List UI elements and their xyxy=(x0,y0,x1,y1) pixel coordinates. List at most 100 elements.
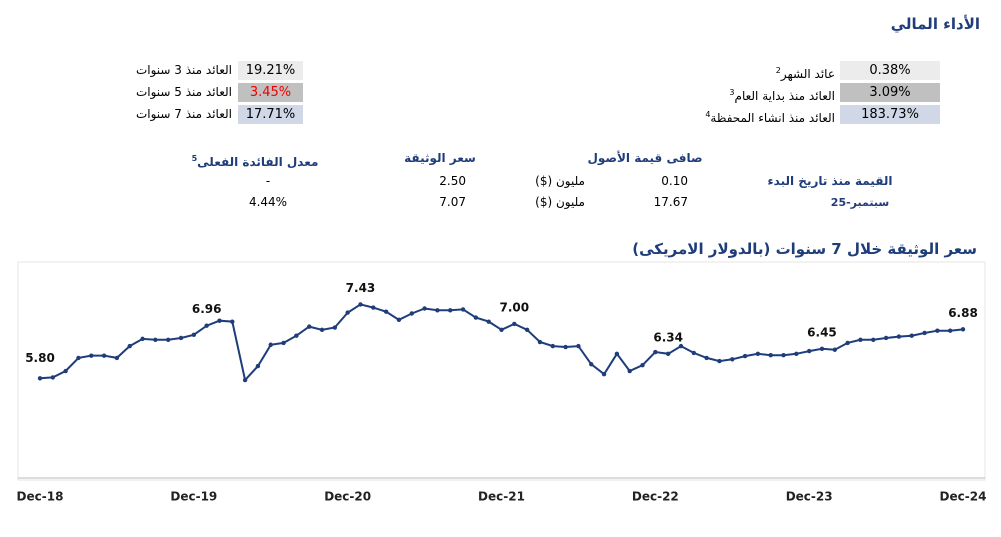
data-label: 6.96 xyxy=(192,302,222,316)
label: معدل الفائدة الفعلى xyxy=(197,155,319,169)
data-point xyxy=(307,324,312,329)
data-point xyxy=(755,351,761,357)
data-point xyxy=(499,327,504,333)
return-value: 0.38% xyxy=(840,61,940,80)
data-point xyxy=(858,337,863,342)
data-point xyxy=(217,318,222,323)
data-point xyxy=(153,337,158,342)
data-point xyxy=(383,309,389,314)
data-point xyxy=(717,358,722,364)
row-label: سبتمبر-25 xyxy=(830,196,890,209)
return-label: العائد منذ 3 سنوات xyxy=(135,63,232,77)
data-point xyxy=(371,305,376,310)
data-point xyxy=(165,337,171,342)
x-tick-label: Dec-21 xyxy=(478,490,525,504)
data-point xyxy=(255,363,261,369)
return-value: 17.71% xyxy=(238,105,303,124)
data-point xyxy=(460,307,466,312)
x-tick-label: Dec-23 xyxy=(786,490,833,504)
data-point xyxy=(101,353,107,358)
data-point xyxy=(730,357,735,362)
data-point xyxy=(294,333,299,338)
label: عائد الشهر xyxy=(780,67,835,81)
column-header: معدل الفائدة الفعلى5 xyxy=(192,149,319,172)
data-point xyxy=(665,351,671,357)
data-point xyxy=(871,337,876,342)
nav-unit: مليون ($) xyxy=(535,195,585,209)
return-label: عائد الشهر2 xyxy=(776,61,835,84)
data-point xyxy=(678,343,684,349)
footnote: 2 xyxy=(775,66,781,75)
x-tick-label: Dec-19 xyxy=(170,490,217,504)
data-point xyxy=(230,319,235,324)
data-point xyxy=(845,340,850,346)
return-label: العائد منذ 7 سنوات xyxy=(135,107,232,121)
data-point xyxy=(640,362,645,368)
data-point xyxy=(281,340,286,346)
data-point xyxy=(883,335,889,341)
data-point xyxy=(832,347,838,352)
data-point xyxy=(742,353,748,359)
section-title: الأداء المالي xyxy=(890,15,980,33)
data-point xyxy=(627,368,632,374)
data-point xyxy=(537,339,543,345)
data-point xyxy=(422,306,427,311)
data-point xyxy=(691,350,696,356)
data-point xyxy=(896,334,902,339)
data-point xyxy=(396,317,402,323)
data-point xyxy=(704,355,709,361)
chart-title: سعر الوثيقة خلال 7 سنوات (بالدولار الامر… xyxy=(632,240,977,258)
data-point xyxy=(332,325,338,330)
data-point xyxy=(601,372,607,377)
data-point xyxy=(114,355,120,361)
return-value: 183.73% xyxy=(840,105,940,124)
return-label: العائد منذ بداية العام3 xyxy=(729,83,835,106)
return-label: العائد منذ انشاء المحفظة4 xyxy=(705,105,835,128)
data-point xyxy=(563,344,568,350)
data-point xyxy=(345,310,350,315)
return-value: 3.09% xyxy=(840,83,940,102)
x-tick-label: Dec-18 xyxy=(17,490,64,504)
data-label: 6.88 xyxy=(948,306,978,320)
data-point xyxy=(204,323,209,328)
data-point xyxy=(63,368,68,374)
data-label: 7.00 xyxy=(500,300,530,314)
plot-frame xyxy=(17,261,986,481)
data-point xyxy=(358,302,363,307)
data-point xyxy=(550,343,555,349)
footnote: 5 xyxy=(191,154,198,163)
column-header: سعر الوثيقة xyxy=(404,151,476,165)
return-label: العائد منذ 5 سنوات xyxy=(135,85,232,99)
x-tick-label: Dec-24 xyxy=(940,490,987,504)
data-point xyxy=(486,319,491,324)
data-point xyxy=(319,327,325,333)
data-point xyxy=(589,362,594,367)
data-point xyxy=(242,377,248,383)
x-tick-label: Dec-22 xyxy=(632,490,679,504)
data-point xyxy=(653,349,658,355)
data-point xyxy=(960,327,966,332)
data-point xyxy=(178,335,184,341)
price-value: 2.50 xyxy=(439,174,466,188)
data-point xyxy=(947,328,953,333)
data-point xyxy=(37,376,43,381)
data-point xyxy=(140,336,145,342)
footnote: 4 xyxy=(705,110,711,119)
price-value: 7.07 xyxy=(439,195,466,209)
return-value: 19.21% xyxy=(238,61,303,80)
data-point xyxy=(191,332,197,337)
return-value: 3.45% xyxy=(238,83,303,102)
data-point xyxy=(448,308,453,313)
data-point xyxy=(614,351,620,357)
data-label: 6.45 xyxy=(807,325,837,339)
data-point xyxy=(435,308,440,313)
data-point xyxy=(512,321,517,327)
data-point xyxy=(781,352,786,358)
nav-unit: مليون ($) xyxy=(535,174,585,188)
data-point xyxy=(576,343,581,349)
data-label: 5.80 xyxy=(25,351,55,365)
data-label: 6.34 xyxy=(653,330,683,344)
